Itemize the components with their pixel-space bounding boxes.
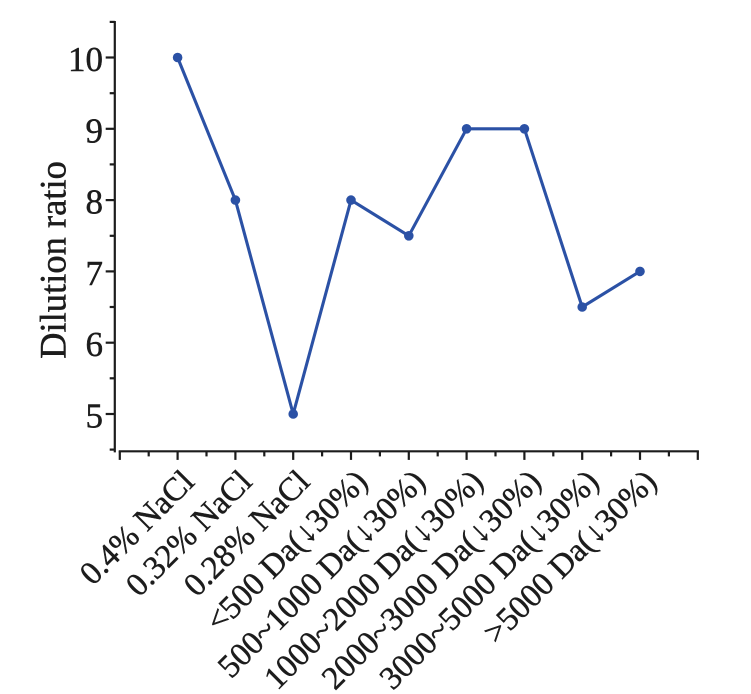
- svg-text:8: 8: [86, 183, 104, 222]
- svg-text:10: 10: [68, 40, 103, 79]
- svg-text:Dilution ratio: Dilution ratio: [33, 161, 74, 359]
- svg-text:5: 5: [86, 397, 104, 436]
- svg-text:9: 9: [86, 111, 104, 150]
- svg-text:6: 6: [86, 325, 104, 364]
- svg-text:7: 7: [86, 254, 104, 293]
